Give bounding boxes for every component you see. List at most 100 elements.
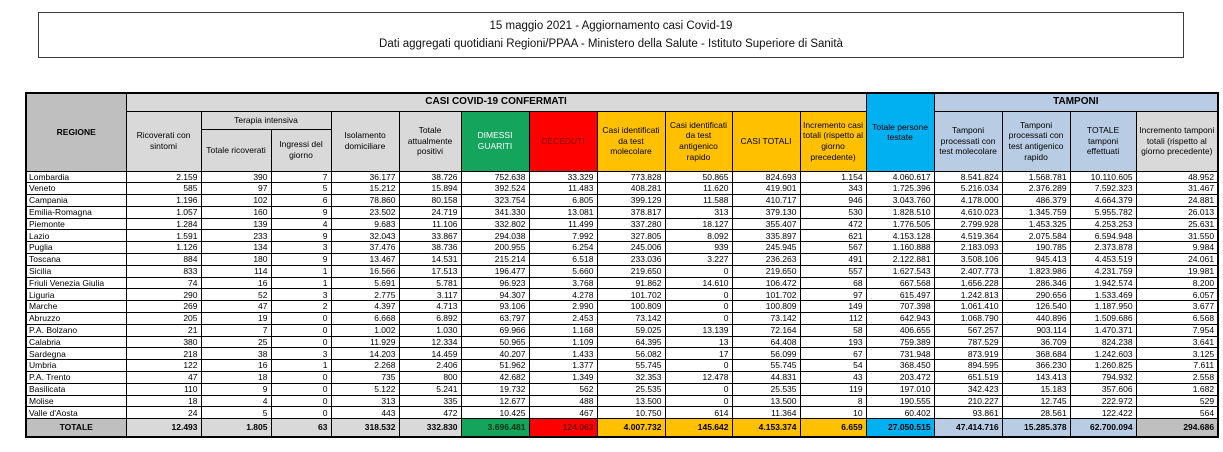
- value-cell: 12.677: [460, 394, 530, 408]
- value-cell: 4.178.000: [933, 194, 1003, 207]
- value-cell: 126.540: [1001, 300, 1071, 314]
- value-cell: 390: [200, 170, 272, 184]
- region-cell: Veneto: [25, 182, 127, 196]
- value-cell: 94.307: [460, 288, 530, 302]
- table-row: Calabria 380 25 0 11.929 12.334 50.965 1.109 64.…: [25, 335, 1219, 349]
- total-value-cell: 15.285.378: [1001, 418, 1071, 438]
- value-cell: 42.682: [460, 371, 530, 384]
- value-cell: 18.127: [664, 217, 733, 231]
- value-cell: 4.060.617: [865, 170, 935, 184]
- value-cell: 1.057: [125, 205, 202, 219]
- value-cell: 11.499: [528, 217, 598, 231]
- value-cell: 58: [799, 323, 867, 337]
- value-cell: 18: [125, 394, 202, 408]
- value-cell: 5.781: [398, 276, 462, 290]
- region-cell: Friuli Venezia Giulia: [25, 276, 127, 290]
- value-cell: 1.187.950: [1069, 300, 1137, 314]
- value-cell: 3.125: [1135, 347, 1219, 361]
- value-cell: 366.230: [1001, 359, 1071, 373]
- value-cell: 0: [270, 406, 332, 420]
- value-cell: 9: [270, 205, 332, 219]
- col-header-persone-testate: Totale persone testate: [865, 92, 935, 172]
- value-cell: 64.408: [731, 335, 801, 349]
- table-row: Piemonte 1.284 139 4 9.683 11.106 332.802 11.49…: [25, 217, 1219, 231]
- value-cell: 193: [799, 335, 867, 349]
- value-cell: 4.664.379: [1069, 194, 1137, 207]
- value-cell: 19: [200, 312, 272, 325]
- value-cell: 378.817: [596, 205, 666, 219]
- value-cell: 5: [270, 182, 332, 196]
- value-cell: 313: [330, 394, 400, 408]
- value-cell: 16: [200, 276, 272, 290]
- group-header-terapia-intensiva: Terapia intensiva: [200, 110, 332, 130]
- value-cell: 72.164: [731, 323, 801, 337]
- value-cell: 7.592.323: [1069, 182, 1137, 196]
- value-cell: 4: [200, 394, 272, 408]
- value-cell: 122: [125, 359, 202, 373]
- value-cell: 3: [270, 241, 332, 255]
- value-cell: 8.541.824: [933, 170, 1003, 184]
- table-row: Toscana 884 180 9 13.467 14.531 215.214 6.518 23…: [25, 253, 1219, 266]
- value-cell: 0: [664, 359, 733, 373]
- value-cell: 368.684: [1001, 347, 1071, 361]
- value-cell: 73.142: [731, 312, 801, 325]
- total-value-cell: 27.050.515: [865, 418, 935, 438]
- value-cell: 4.453.519: [1069, 253, 1137, 266]
- value-cell: 410.717: [731, 194, 801, 207]
- value-cell: 56.099: [731, 347, 801, 361]
- value-cell: 2.183.093: [933, 241, 1003, 255]
- value-cell: 24: [125, 406, 202, 420]
- value-cell: 13.500: [596, 394, 666, 408]
- value-cell: 13.081: [528, 205, 598, 219]
- value-cell: 6.668: [330, 312, 400, 325]
- value-cell: 313: [664, 205, 733, 219]
- value-cell: 1.682: [1135, 382, 1219, 396]
- value-cell: 33.867: [398, 229, 462, 243]
- value-cell: 6.254: [528, 241, 598, 255]
- col-header-isolamento: Isolamento domiciliare: [330, 110, 400, 172]
- value-cell: 3.227: [664, 253, 733, 266]
- value-cell: 2.075.584: [1001, 229, 1071, 243]
- total-row: TOTALE 12.493 1.805 63 318.532 332.830 3.696.4…: [25, 418, 1219, 438]
- value-cell: 190.785: [1001, 241, 1071, 255]
- value-cell: 40.207: [460, 347, 530, 361]
- value-cell: 97: [200, 182, 272, 196]
- region-cell: Valle d'Aosta: [25, 406, 127, 420]
- value-cell: 5.241: [398, 382, 462, 396]
- value-cell: 794.932: [1069, 371, 1137, 384]
- value-cell: 24.061: [1135, 253, 1219, 266]
- value-cell: 64.395: [596, 335, 666, 349]
- value-cell: 408.281: [596, 182, 666, 196]
- value-cell: 1.242.603: [1069, 347, 1137, 361]
- value-cell: 472: [799, 217, 867, 231]
- group-header-tamponi: TAMPONI: [933, 92, 1219, 112]
- value-cell: 17.513: [398, 264, 462, 278]
- value-cell: 6.057: [1135, 288, 1219, 302]
- value-cell: 615.497: [865, 288, 935, 302]
- value-cell: 51.962: [460, 359, 530, 373]
- total-value-cell: 294.686: [1135, 418, 1219, 438]
- value-cell: 1.453.325: [1001, 217, 1071, 231]
- region-cell: Emilia-Romagna: [25, 205, 127, 219]
- col-header-incremento-casi: Incremento casi totali (rispetto al gior…: [799, 110, 867, 172]
- value-cell: 1.154: [799, 170, 867, 184]
- value-cell: 945.413: [1001, 253, 1071, 266]
- covid-table-wrapper: REGIONE CASI COVID-19 CONFERMATI Totale …: [25, 92, 1220, 438]
- value-cell: 4.519.364: [933, 229, 1003, 243]
- value-cell: 332.802: [460, 217, 530, 231]
- value-cell: 2.376.289: [1001, 182, 1071, 196]
- value-cell: 6.518: [528, 253, 598, 266]
- col-header-ricoverati: Ricoverati con sintomi: [125, 110, 202, 172]
- value-cell: 735: [330, 371, 400, 384]
- col-header-incremento-tamponi: Incremento tamponi totali (rispetto al g…: [1135, 110, 1219, 172]
- value-cell: 24.719: [398, 205, 462, 219]
- value-cell: 1.030: [398, 323, 462, 337]
- value-cell: 59.025: [596, 323, 666, 337]
- value-cell: 68: [799, 276, 867, 290]
- value-cell: 143.413: [1001, 371, 1071, 384]
- value-cell: 9: [200, 382, 272, 396]
- value-cell: 60.402: [865, 406, 935, 420]
- value-cell: 651.519: [933, 371, 1003, 384]
- col-header-regione: REGIONE: [25, 92, 127, 172]
